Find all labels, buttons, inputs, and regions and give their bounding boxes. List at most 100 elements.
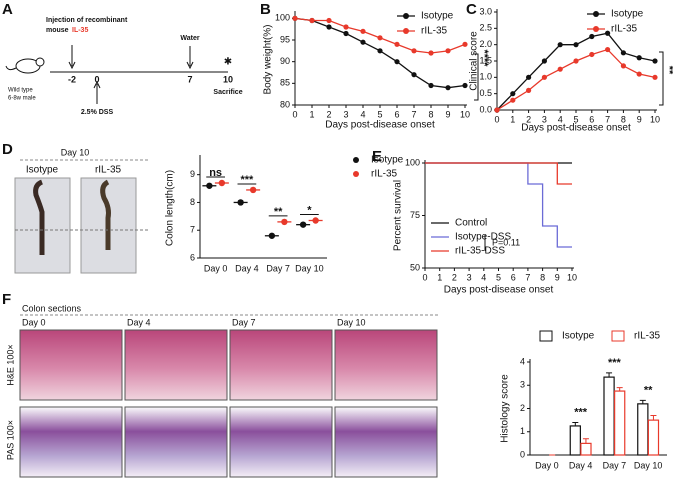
- colon: [100, 179, 111, 250]
- day-label: Day 10: [337, 317, 366, 327]
- point: [292, 15, 298, 21]
- bar: [647, 419, 660, 456]
- x-tick-label: 0: [422, 272, 427, 282]
- x-tick-label: Day 7: [266, 263, 290, 273]
- point: [652, 58, 658, 64]
- point: [360, 28, 366, 34]
- x-axis-title: Days post-disease onset: [444, 285, 554, 296]
- x-tick-label: 3: [343, 109, 348, 119]
- panel-label: E: [372, 148, 382, 165]
- y-tick-label: 0.5: [479, 88, 492, 98]
- legend-swatch: [403, 13, 409, 19]
- dot: [312, 217, 319, 224]
- mouse-label: Wild type: [8, 88, 33, 94]
- y-tick-label: 2: [520, 403, 525, 413]
- x-tick-label: 8: [621, 114, 626, 124]
- point: [620, 50, 627, 56]
- point: [636, 71, 642, 77]
- dot: [206, 182, 213, 189]
- legend-label: Isotype: [371, 155, 404, 166]
- x-tick-label: 3: [467, 272, 472, 282]
- legend-label: rIL-35: [371, 169, 398, 180]
- x-tick-label: 0: [494, 114, 499, 124]
- x-tick-label: 1: [309, 109, 314, 119]
- point: [557, 42, 563, 48]
- timeline-schematic: ✱ Wild type 6-8w male Injection of recom…: [5, 17, 243, 116]
- sacrifice-label: Sacrifice: [213, 89, 242, 96]
- annotation: ****: [478, 49, 490, 67]
- day-label: Day 7: [232, 317, 256, 327]
- panel-label: B: [260, 1, 271, 18]
- legend-swatch: [353, 171, 359, 177]
- injection-label: Injection of recombinant: [46, 17, 128, 24]
- image: [229, 406, 333, 478]
- y-tick-label: 8: [190, 197, 195, 207]
- panel-label: C: [466, 1, 477, 18]
- panel-label: F: [2, 291, 11, 308]
- point: [510, 97, 516, 103]
- point: [589, 33, 595, 40]
- bracket: [474, 53, 479, 101]
- y-tick-label: 50: [410, 262, 420, 272]
- row-label: H&E 100×: [5, 344, 15, 385]
- day-label: Day 4: [127, 317, 151, 327]
- y-tick-label: 100: [275, 13, 290, 23]
- x-tick-label: 8: [540, 272, 545, 282]
- water-label: Water: [180, 35, 199, 42]
- bar: [569, 425, 581, 456]
- injection-label: IL-35: [72, 27, 88, 34]
- y-tick-label: 0: [520, 449, 525, 459]
- point: [526, 87, 532, 93]
- arrow: [68, 61, 76, 70]
- annotation: P=0.11: [492, 237, 520, 247]
- legend-label: rIL-35: [634, 331, 661, 342]
- error-bar: [582, 438, 589, 444]
- arrow: [186, 61, 194, 70]
- legend-swatch: [353, 157, 359, 163]
- annotation: **: [663, 66, 673, 75]
- x-tick-label: 5: [377, 109, 382, 119]
- legend-label: rIL-35-DSS: [455, 246, 505, 257]
- y-axis-title: Clinical score: [469, 31, 480, 91]
- row-label: PAS 100×: [5, 420, 15, 460]
- x-tick-label: Day 7: [603, 460, 627, 470]
- x-tick-label: 2: [452, 272, 457, 282]
- x-tick-label: 7: [411, 109, 416, 119]
- point: [541, 74, 548, 80]
- point: [394, 41, 400, 47]
- y-tick-label: 75: [410, 210, 420, 220]
- x-tick-label: Day 4: [235, 263, 259, 273]
- y-axis-title: Percent survival: [393, 180, 404, 251]
- image: [229, 329, 333, 401]
- legend-swatch: [593, 26, 599, 32]
- day-label: 0: [94, 74, 99, 84]
- significance: **: [274, 206, 283, 218]
- bar: [580, 442, 592, 456]
- x-tick-label: Day 4: [569, 460, 593, 470]
- dot: [218, 179, 226, 187]
- mouse-icon: [35, 57, 45, 67]
- point: [573, 58, 579, 64]
- bar: [614, 390, 626, 456]
- point: [343, 24, 349, 30]
- x-tick-label: 10: [567, 272, 577, 282]
- photo-title: Day 10: [61, 147, 90, 157]
- star: ✱: [224, 57, 232, 68]
- y-tick-label: 9: [190, 169, 195, 179]
- y-tick-label: 95: [280, 34, 290, 44]
- dot: [237, 199, 244, 206]
- legend-swatch: [539, 330, 553, 342]
- point: [445, 48, 451, 54]
- x-axis-title: Days post-disease onset: [325, 120, 435, 131]
- x-tick-label: 7: [605, 114, 610, 124]
- dot: [268, 232, 276, 239]
- x-tick-label: 1: [437, 272, 442, 282]
- day-label: -2: [68, 74, 76, 84]
- y-tick-label: 2.0: [479, 39, 492, 49]
- point: [652, 74, 658, 80]
- images-title: Colon sections: [22, 303, 82, 313]
- survival-line: [425, 162, 572, 185]
- point: [573, 42, 579, 48]
- day-label: Day 0: [22, 317, 46, 327]
